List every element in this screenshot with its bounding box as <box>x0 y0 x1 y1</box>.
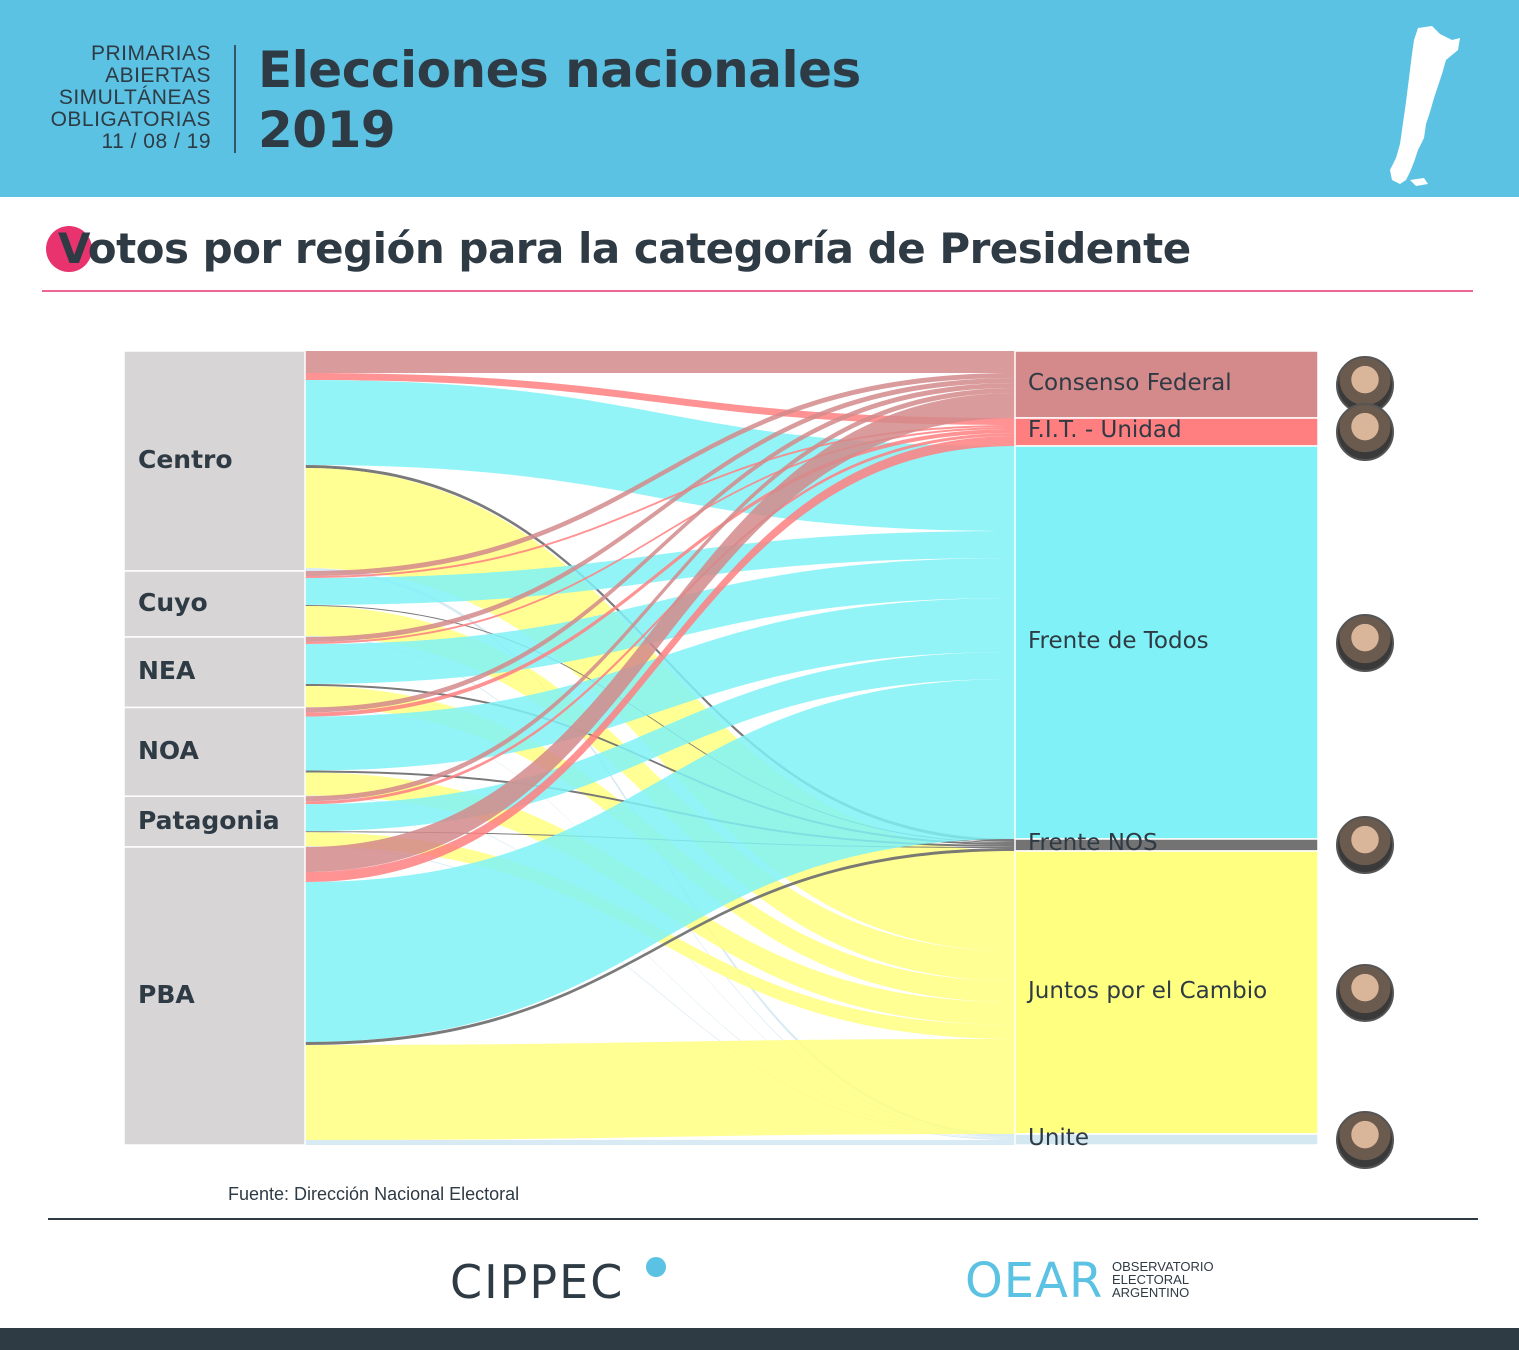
candidate-avatar-juntos-por-el-cambio <box>1336 963 1394 1022</box>
title-year: 2019 <box>258 101 396 159</box>
oear-logo: OEAR <box>965 1253 1104 1309</box>
source-node-nea <box>123 636 306 709</box>
flow-centro-to-frente-nos <box>305 465 1015 842</box>
flow-patagonia-to-frente-de-todos <box>305 652 1015 832</box>
source-label-patagonia: Patagonia <box>138 805 280 835</box>
source-node-pba <box>123 846 306 1146</box>
flow-centro-to-f-i-t-unidad <box>305 373 1015 425</box>
bottom-bar <box>0 1328 1519 1350</box>
pre-label-line: PRIMARIAS <box>90 42 211 65</box>
candidate-avatar-frente-de-todos <box>1336 613 1394 672</box>
candidate-avatar-frente-nos <box>1336 816 1394 874</box>
target-node-f-i-t-unidad <box>1014 417 1319 447</box>
flow-nea-to-f-i-t-unidad <box>305 427 1015 644</box>
election-date: 11 / 08 / 19 <box>101 130 211 153</box>
source-node-patagonia <box>123 795 306 848</box>
pre-label-line: OBLIGATORIAS <box>50 108 211 131</box>
pre-label-line: ABIERTAS <box>105 64 211 87</box>
source-label-nea: NEA <box>138 656 196 686</box>
candidate-avatar-f-i-t-unidad <box>1336 403 1394 461</box>
source-node-cuyo <box>123 570 306 638</box>
primarias-label: PRIMARIAS ABIERTAS SIMULTÁNEAS OBLIGATOR… <box>51 43 211 153</box>
target-label-unite: Unite <box>1028 1124 1089 1151</box>
sankey-chart <box>123 350 1319 1146</box>
target-label-consenso-federal: Consenso Federal <box>1028 369 1232 396</box>
footer-divider <box>48 1218 1478 1220</box>
flow-pba-to-juntos-por-el-cambio <box>305 1039 1015 1140</box>
target-node-unite <box>1014 1133 1319 1146</box>
target-node-consenso-federal <box>1014 350 1319 419</box>
flow-patagonia-to-f-i-t-unidad <box>305 433 1015 805</box>
flow-centro-to-consenso-federal <box>305 351 1015 373</box>
flow-patagonia-to-unite <box>305 846 1015 1140</box>
target-label-frente-nos: Frente NOS <box>1028 830 1158 856</box>
flow-cuyo-to-frente-de-todos <box>305 531 1015 605</box>
header-banner: PRIMARIAS ABIERTAS SIMULTÁNEAS OBLIGATOR… <box>0 0 1519 197</box>
source-node-centro <box>123 350 306 572</box>
title-line: Elecciones nacionales <box>258 41 861 99</box>
cippec-logo-badge <box>646 1257 666 1277</box>
flow-patagonia-to-consenso-federal <box>305 388 1015 802</box>
flow-pba-to-frente-de-todos <box>305 679 1015 1042</box>
source-label-centro: Centro <box>138 445 233 474</box>
source-label-pba: PBA <box>138 980 195 1009</box>
flow-pba-to-consenso-federal <box>305 393 1015 872</box>
flow-nea-to-consenso-federal <box>305 378 1015 642</box>
flow-noa-to-f-i-t-unidad <box>305 429 1015 717</box>
flow-cuyo-to-frente-nos <box>305 605 1015 843</box>
oear-sub-line: ARGENTINO <box>1112 1285 1190 1300</box>
source-note: Fuente: Dirección Nacional Electoral <box>228 1184 520 1204</box>
flow-pba-to-f-i-t-unidad <box>305 436 1015 882</box>
argentina-map-icon <box>1390 26 1460 186</box>
target-label-f-i-t-unidad: F.I.T. - Unidad <box>1028 417 1182 443</box>
target-label-frente-de-todos: Frente de Todos <box>1028 627 1209 654</box>
cippec-logo: CIPPEC <box>450 1255 625 1309</box>
chart-title: Votos por región para la categoría de Pr… <box>58 224 1191 273</box>
oear-sub-line: OBSERVATORIO <box>1112 1259 1214 1274</box>
title-underline <box>42 290 1473 292</box>
flow-centro-to-frente-de-todos <box>305 380 1015 531</box>
target-label-juntos-por-el-cambio: Juntos por el Cambio <box>1028 977 1268 1004</box>
source-node-noa <box>123 706 306 797</box>
target-node-juntos-por-el-cambio <box>1014 850 1319 1135</box>
oear-logo-subtitle: OBSERVATORIO ELECTORAL ARGENTINO <box>1112 1260 1214 1299</box>
sankey-links <box>305 351 1015 1145</box>
flow-nea-to-frente-nos <box>305 684 1015 845</box>
flow-cuyo-to-consenso-federal <box>305 373 1015 576</box>
page-title: Elecciones nacionales 2019 <box>258 40 861 160</box>
oear-sub-line: ELECTORAL <box>1112 1272 1190 1287</box>
candidate-avatar-unite <box>1336 1110 1394 1169</box>
pre-label-line: SIMULTÁNEAS <box>58 86 211 109</box>
title-accent-dot <box>46 226 92 272</box>
sankey-nodes <box>123 350 1319 1146</box>
source-label-cuyo: Cuyo <box>138 588 208 617</box>
target-node-frente-de-todos <box>1014 445 1319 840</box>
flow-pba-to-unite <box>305 1140 1015 1145</box>
header-divider <box>234 45 236 153</box>
flow-noa-to-consenso-federal <box>305 383 1015 713</box>
flow-pba-to-frente-nos <box>305 848 1015 1045</box>
flow-cuyo-to-f-i-t-unidad <box>305 425 1015 578</box>
source-label-noa: NOA <box>138 735 199 765</box>
flow-noa-to-unite <box>305 795 1015 1140</box>
flow-noa-to-frente-de-todos <box>305 598 1015 771</box>
